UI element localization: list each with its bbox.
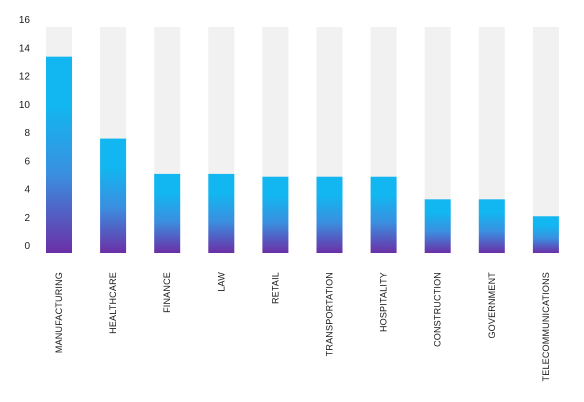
bar-construction [424, 199, 451, 253]
y-tick-label: 0 [24, 241, 30, 252]
x-tick-label: FINANCE [162, 272, 172, 313]
x-tick-label: MANUFACTURING [54, 272, 64, 353]
y-tick-label: 2 [24, 213, 30, 224]
bar-telecommunications [532, 216, 559, 253]
y-tick-label: 16 [19, 15, 31, 26]
bar-track [532, 27, 559, 253]
x-axis: MANUFACTURING HEALTHCARE FINANCE LAW RETAIL T… [54, 272, 551, 382]
bar-law [208, 173, 235, 253]
x-tick-label: TRANSPORTATION [325, 272, 335, 356]
x-tick-label: LAW [216, 272, 226, 292]
bar-transportation [316, 176, 343, 253]
y-tick-label: 10 [19, 100, 31, 111]
x-tick-label: RETAIL [270, 272, 280, 304]
bar-government [478, 199, 505, 253]
y-tick-label: 6 [24, 156, 30, 167]
x-tick-label: HOSPITALITY [379, 272, 389, 332]
x-tick-label: GOVERNMENT [487, 272, 497, 339]
y-tick-label: 4 [24, 185, 30, 196]
bar-finance [154, 173, 181, 253]
x-tick-label: TELECOMMUNICATIONS [541, 272, 551, 381]
bar-retail [262, 176, 289, 253]
y-tick-label: 12 [19, 72, 31, 83]
x-tick-label: HEALTHCARE [108, 272, 118, 334]
x-tick-label: CONSTRUCTION [433, 272, 443, 347]
bars [46, 56, 559, 253]
y-tick-label: 8 [24, 128, 30, 139]
y-tick-label: 14 [19, 43, 31, 54]
bar-healthcare [100, 138, 127, 253]
y-axis: 0 2 4 6 8 10 12 14 16 [19, 15, 31, 252]
bar-manufacturing [46, 56, 72, 253]
bar-hospitality [370, 176, 397, 253]
